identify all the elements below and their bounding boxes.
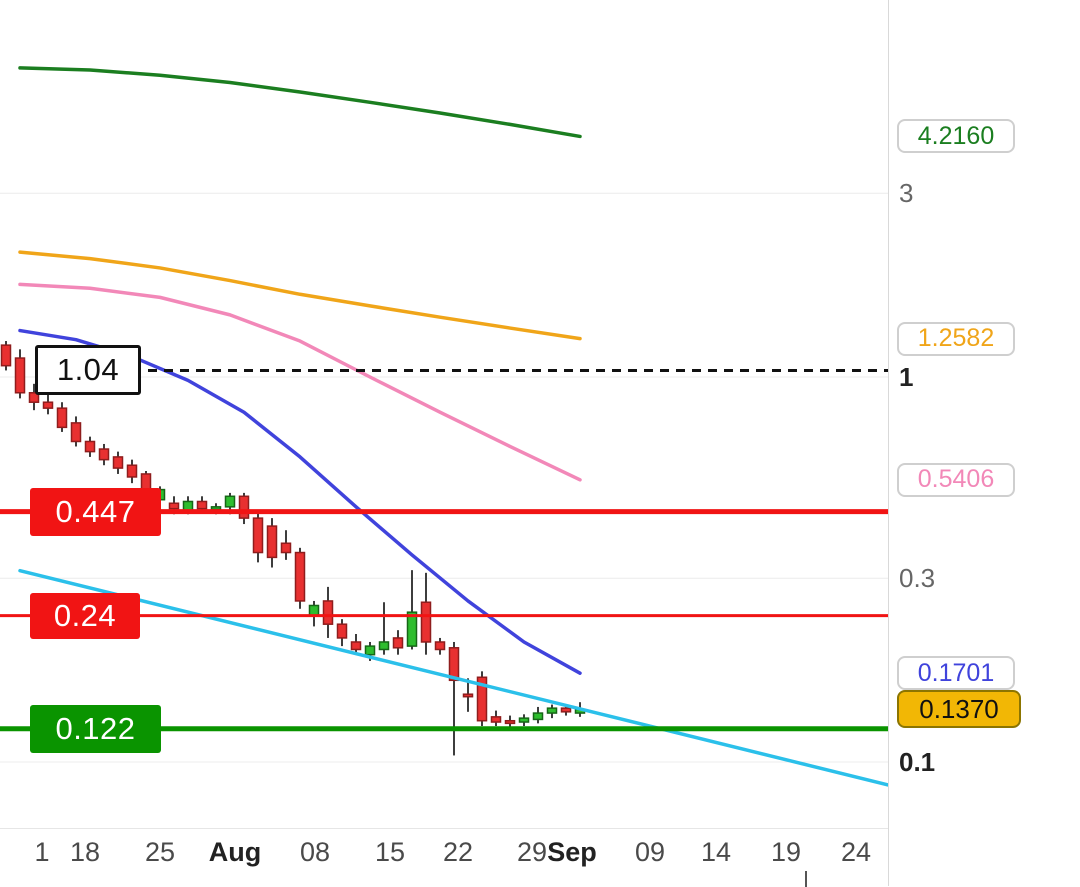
candle-body — [308, 604, 320, 617]
candle-body — [434, 641, 446, 651]
time-axis-label: 15 — [374, 837, 406, 867]
time-axis-tick — [805, 871, 807, 887]
candle-body — [70, 422, 82, 443]
candle-body — [28, 392, 40, 403]
candle-body — [476, 676, 488, 722]
candle-body — [280, 542, 292, 554]
candle-body — [238, 495, 250, 519]
candle-body — [252, 517, 264, 554]
price-axis-tick: 3 — [899, 178, 914, 209]
time-axis-label: Sep — [547, 837, 597, 867]
time-axis-label: 1 — [34, 837, 50, 867]
price-level-label[interactable]: 0.122 — [30, 704, 161, 753]
candle-body — [168, 502, 180, 510]
time-axis-label: 09 — [634, 837, 666, 867]
candle-body — [196, 500, 208, 510]
time-axis-label: 22 — [442, 837, 474, 867]
time-axis-label: 19 — [770, 837, 802, 867]
indicator-value-badge: 1.2582 — [897, 321, 1015, 356]
candle-body — [126, 464, 138, 478]
candle-body — [378, 641, 390, 651]
time-axis-label: 08 — [299, 837, 331, 867]
candle-body — [448, 647, 460, 682]
price-axis-tick: 0.3 — [899, 563, 936, 594]
indicator-value-badge: 0.1701 — [897, 656, 1015, 691]
candle-body — [42, 401, 54, 409]
time-axis[interactable]: 1 18 25 Aug 08 15 22 29 Sep 09 14 19 24 — [0, 828, 888, 887]
candle-body — [84, 440, 96, 453]
indicator-value-badge: 0.5406 — [897, 462, 1015, 497]
candle-body — [0, 344, 12, 367]
candle-body — [224, 495, 236, 508]
candle-body — [56, 407, 68, 429]
ma-line-orange — [18, 250, 582, 341]
candle-body — [350, 641, 362, 651]
candle-body — [462, 693, 474, 698]
ma-line-green — [18, 66, 582, 139]
chart-canvas[interactable]: 1.04 0.447 0.24 0.122 — [0, 0, 888, 828]
last-price-badge: 0.1370 — [897, 690, 1021, 729]
price-level-label[interactable]: 0.24 — [30, 592, 140, 639]
time-axis-label: Aug — [208, 837, 262, 867]
time-axis-label: 29 — [516, 837, 548, 867]
indicator-value-badge: 4.2160 — [897, 119, 1015, 154]
candle-body — [112, 456, 124, 469]
time-axis-label: 18 — [69, 837, 101, 867]
candle-body — [294, 551, 306, 602]
candle-body — [266, 525, 278, 559]
candle-body — [210, 506, 222, 511]
candle-body — [420, 601, 432, 643]
time-axis-label: 25 — [144, 837, 176, 867]
ma-line-cyan — [18, 568, 888, 787]
candle-body — [518, 717, 530, 723]
candle-body — [490, 716, 502, 723]
candle-body — [504, 719, 516, 725]
candle-body — [364, 645, 376, 656]
price-level-label[interactable]: 1.04 — [35, 345, 141, 396]
candle-body — [546, 707, 558, 714]
candle-body — [14, 357, 26, 394]
price-axis[interactable]: 3 1 0.3 0.1 4.2160 1.2582 0.5406 0.1701 0.1370 — [888, 0, 1080, 886]
price-axis-tick: 0.1 — [899, 747, 936, 777]
candle-body — [98, 448, 110, 461]
time-axis-label: 24 — [840, 837, 872, 867]
candle-body — [532, 712, 544, 721]
price-level-label[interactable]: 0.447 — [30, 487, 161, 536]
time-axis-label: 14 — [700, 837, 732, 867]
candle-body — [406, 611, 418, 647]
price-axis-tick: 1 — [899, 362, 914, 392]
ma-line-pink — [18, 282, 582, 482]
candle-body — [336, 623, 348, 639]
candle-body — [322, 600, 334, 625]
candle-body — [560, 707, 572, 713]
candle-body — [392, 637, 404, 649]
chart-plot[interactable] — [0, 0, 888, 828]
